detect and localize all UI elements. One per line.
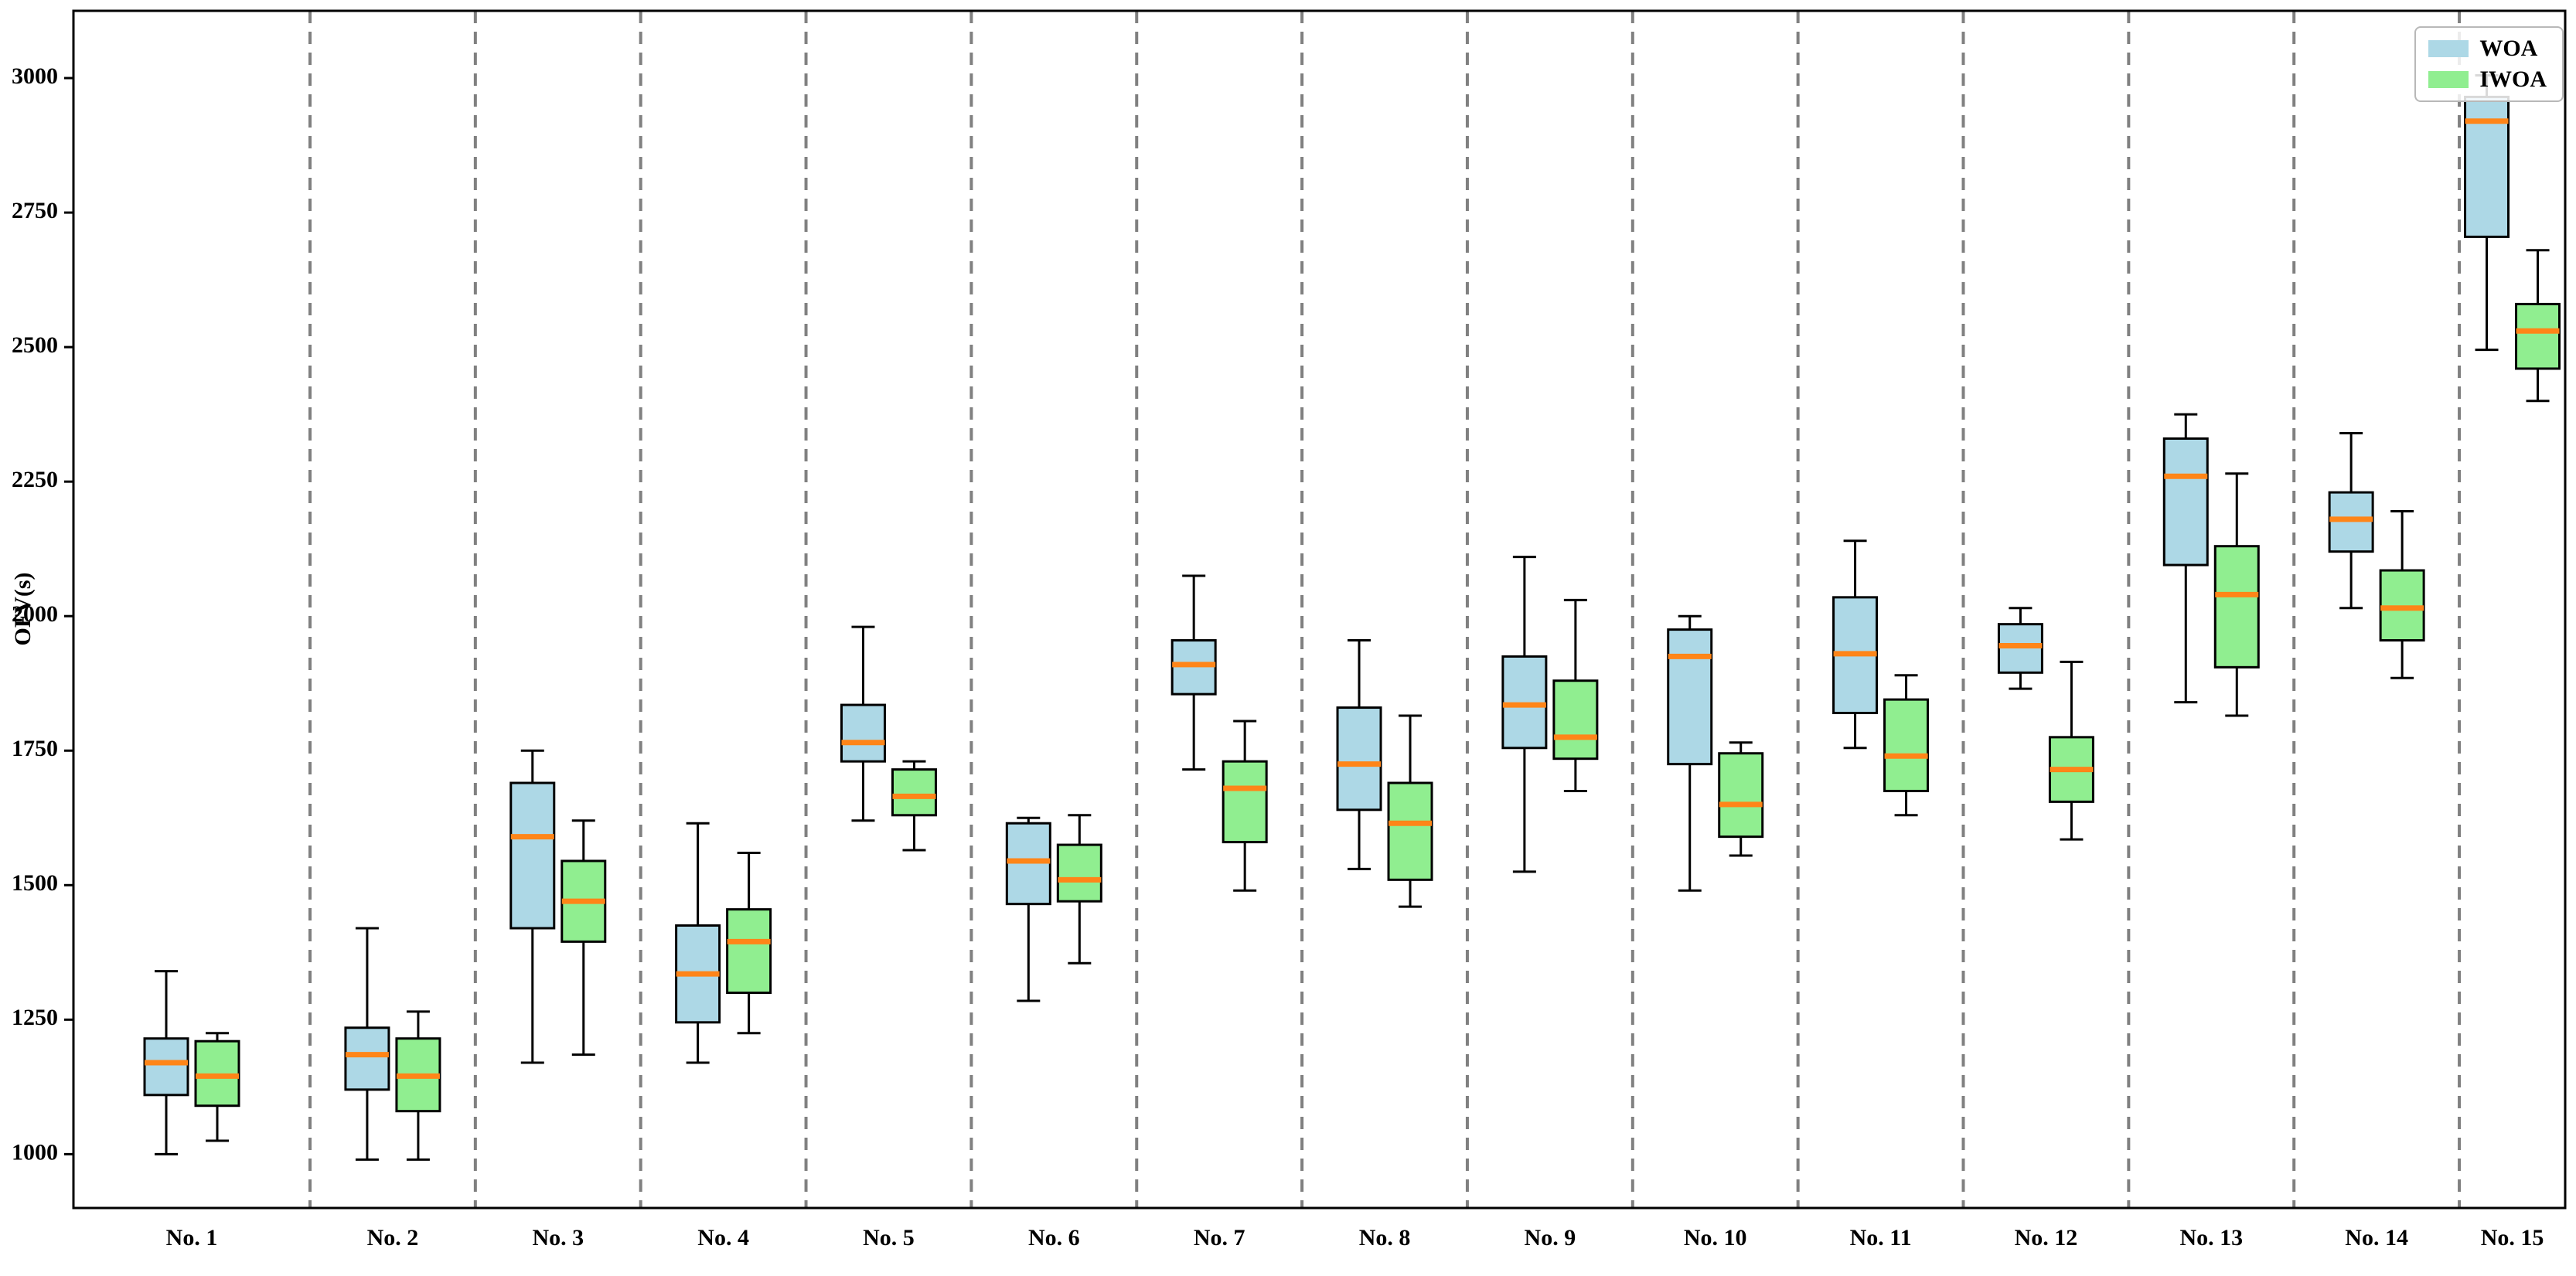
x-category-label: No. 11 [1850, 1225, 1912, 1250]
box-iwoa-13 [2213, 472, 2260, 717]
x-category-label: No. 7 [1194, 1225, 1245, 1250]
y-tick-label: 1500 [12, 870, 58, 896]
box-iwoa-15 [2515, 249, 2561, 403]
box-iwoa-9 [1552, 598, 1599, 792]
box-woa-7 [1170, 574, 1217, 771]
y-tick-label: 2500 [12, 332, 58, 358]
box-iwoa-6 [1056, 814, 1102, 965]
legend-item-woa: WOA [2428, 37, 2547, 60]
x-category-label: No. 6 [1028, 1225, 1080, 1250]
box-woa-14 [2328, 432, 2374, 610]
box-iwoa-3 [561, 819, 607, 1057]
box-woa-12 [1997, 607, 2043, 690]
x-category-label: No. 15 [2481, 1225, 2544, 1250]
y-tick-label: 2250 [12, 467, 58, 492]
legend-swatch-iwoa [2428, 71, 2469, 88]
box-woa-11 [1832, 539, 1879, 750]
x-category-label: No. 1 [166, 1225, 218, 1250]
box-iwoa-11 [1883, 674, 1930, 817]
x-category-label: No. 13 [2179, 1225, 2243, 1250]
box-woa-1 [143, 970, 189, 1155]
box-iwoa-14 [2379, 509, 2425, 679]
box-iwoa-4 [726, 852, 772, 1035]
x-category-label: No. 4 [697, 1225, 749, 1250]
box-woa-13 [2162, 413, 2209, 704]
legend-swatch-woa [2428, 40, 2469, 57]
box-iwoa-7 [1222, 720, 1268, 892]
box-iwoa-12 [2048, 660, 2094, 841]
box-iwoa-5 [891, 760, 937, 852]
x-category-label: No. 10 [1684, 1225, 1747, 1250]
box-woa-5 [840, 625, 886, 822]
box-iwoa-10 [1718, 741, 1764, 857]
box-iwoa-1 [194, 1032, 240, 1142]
y-tick-label: 2000 [12, 601, 58, 627]
legend: WOA IWOA [2414, 26, 2564, 102]
legend-label-iwoa: IWOA [2479, 66, 2547, 92]
box-iwoa-8 [1387, 714, 1433, 908]
y-tick-label: 1250 [12, 1005, 58, 1030]
plot-border [72, 9, 2567, 1210]
x-category-label: No. 8 [1359, 1225, 1411, 1250]
y-tick-label: 1750 [12, 736, 58, 761]
x-category-label: No. 5 [863, 1225, 915, 1250]
x-category-label: No. 9 [1525, 1225, 1576, 1250]
box-woa-9 [1501, 556, 1548, 873]
box-woa-6 [1005, 816, 1051, 1002]
box-woa-3 [509, 749, 556, 1064]
legend-label-woa: WOA [2479, 36, 2538, 61]
x-category-label: No. 3 [532, 1225, 584, 1250]
y-axis-label: OFV(s) [10, 572, 36, 646]
x-category-label: No. 2 [367, 1225, 419, 1250]
x-category-label: No. 12 [2015, 1225, 2078, 1250]
x-category-label: No. 14 [2345, 1225, 2408, 1250]
box-woa-10 [1667, 614, 1713, 892]
box-woa-15 [2464, 74, 2510, 352]
box-iwoa-2 [395, 1010, 441, 1161]
legend-item-iwoa: IWOA [2428, 68, 2547, 91]
box-woa-8 [1336, 639, 1382, 870]
box-woa-2 [344, 927, 390, 1161]
y-tick-label: 1000 [12, 1139, 58, 1165]
y-tick-label: 3000 [12, 63, 58, 89]
y-tick-label: 2750 [12, 198, 58, 223]
box-woa-4 [675, 822, 721, 1064]
